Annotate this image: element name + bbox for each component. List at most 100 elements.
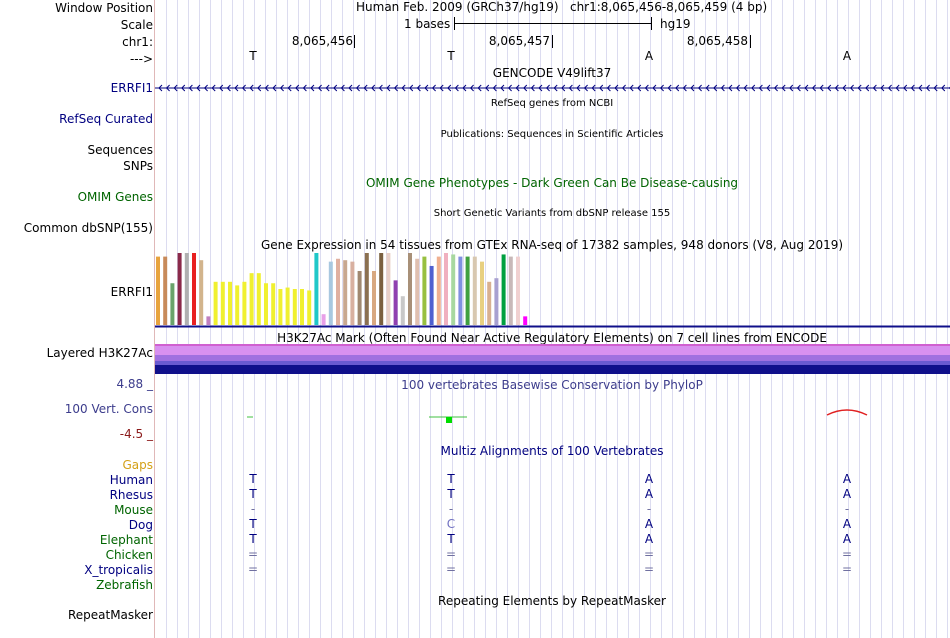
gtex-bar[interactable] bbox=[415, 258, 420, 325]
gtex-bar[interactable] bbox=[170, 283, 175, 325]
gtex-bar[interactable] bbox=[364, 253, 369, 325]
position-readout[interactable]: Human Feb. 2009 (GRCh37/hg19) chr1:8,065… bbox=[356, 0, 767, 14]
alignment-base: - bbox=[448, 502, 454, 516]
gtex-bar[interactable] bbox=[292, 289, 297, 325]
gtex-bar[interactable] bbox=[451, 254, 456, 325]
species-label-elephant[interactable]: Elephant bbox=[99, 533, 153, 547]
gtex-bar[interactable] bbox=[300, 289, 304, 325]
gtex-bar[interactable] bbox=[285, 287, 290, 325]
gtex-bar[interactable] bbox=[386, 253, 391, 325]
gtex-bar[interactable] bbox=[228, 281, 232, 325]
omim-genes-label[interactable]: OMIM Genes bbox=[77, 190, 153, 204]
species-label-mouse[interactable]: Mouse bbox=[114, 503, 153, 517]
gtex-bar[interactable] bbox=[372, 271, 376, 325]
gtex-bar[interactable] bbox=[458, 256, 463, 325]
gtex-bar[interactable] bbox=[487, 281, 492, 325]
h3k27ac-signal[interactable] bbox=[155, 344, 950, 376]
gtex-bar[interactable] bbox=[249, 273, 254, 325]
chrom-label: chr1: bbox=[122, 35, 153, 49]
gtex-bar[interactable] bbox=[444, 253, 448, 325]
gtex-bar[interactable] bbox=[494, 278, 499, 325]
gtex-bar[interactable] bbox=[523, 316, 528, 325]
strand-label: ---> bbox=[129, 52, 153, 66]
gtex-bar[interactable] bbox=[307, 290, 312, 325]
gtex-bar[interactable] bbox=[278, 289, 283, 325]
gtex-bar[interactable] bbox=[256, 273, 261, 325]
snps-label[interactable]: SNPs bbox=[123, 159, 153, 173]
gtex-bar[interactable] bbox=[314, 253, 319, 325]
position-value: chr1:8,065,456-8,065,459 (4 bp) bbox=[569, 0, 768, 14]
gtex-bar[interactable] bbox=[350, 261, 355, 325]
gtex-bar[interactable] bbox=[508, 256, 513, 325]
alignment-base: A bbox=[644, 517, 654, 531]
gtex-bar[interactable] bbox=[328, 261, 333, 325]
gtex-bar[interactable] bbox=[321, 314, 326, 325]
gtex-bar[interactable] bbox=[357, 271, 362, 325]
gtex-bar[interactable] bbox=[199, 260, 204, 325]
gtex-bar[interactable] bbox=[163, 256, 168, 325]
omim-track-title[interactable]: OMIM Gene Phenotypes - Dark Green Can Be… bbox=[365, 176, 739, 190]
dbsnp-track-title[interactable]: Short Genetic Variants from dbSNP releas… bbox=[433, 208, 671, 219]
gtex-bar[interactable] bbox=[393, 280, 398, 325]
gtex-bar-chart[interactable] bbox=[155, 245, 950, 335]
alignment-base: T bbox=[249, 487, 257, 501]
assembly-name: Human Feb. 2009 (GRCh37/hg19) bbox=[356, 0, 559, 14]
publications-track-title[interactable]: Publications: Sequences in Scientific Ar… bbox=[440, 129, 664, 140]
conservation-max-label: 4.88 _ bbox=[116, 377, 153, 391]
refseq-track-title[interactable]: RefSeq genes from NCBI bbox=[490, 98, 614, 109]
gtex-bar[interactable] bbox=[177, 253, 182, 325]
conservation-plot[interactable] bbox=[155, 380, 950, 440]
gtex-bar[interactable] bbox=[242, 281, 247, 325]
tick-mark-1 bbox=[354, 35, 355, 48]
gtex-gene-label[interactable]: ERRFI1 bbox=[110, 285, 153, 299]
gtex-bar[interactable] bbox=[336, 258, 340, 325]
species-label-x_tropicalis[interactable]: X_tropicalis bbox=[84, 563, 153, 577]
gaps-label[interactable]: Gaps bbox=[122, 458, 153, 472]
gtex-bar[interactable] bbox=[472, 256, 477, 325]
gtex-bar[interactable] bbox=[184, 253, 189, 325]
alignment-base: - bbox=[844, 502, 850, 516]
gtex-bar[interactable] bbox=[213, 281, 218, 325]
species-label-human[interactable]: Human bbox=[109, 473, 153, 487]
gtex-bar[interactable] bbox=[192, 253, 196, 325]
gtex-bar[interactable] bbox=[429, 265, 434, 325]
species-label-chicken[interactable]: Chicken bbox=[105, 548, 153, 562]
conservation-track-title[interactable]: 100 vertebrates Basewise Conservation by… bbox=[401, 378, 703, 392]
gtex-bar[interactable] bbox=[156, 256, 160, 325]
gtex-track-title[interactable]: Gene Expression in 54 tissues from GTEx … bbox=[260, 238, 844, 252]
repeatmasker-track-title[interactable]: Repeating Elements by RepeatMasker bbox=[438, 594, 666, 608]
repeatmasker-label[interactable]: RepeatMasker bbox=[67, 608, 153, 622]
gtex-bar[interactable] bbox=[408, 253, 412, 325]
gencode-gene-label[interactable]: ERRFI1 bbox=[110, 81, 153, 95]
gencode-gene-feature[interactable] bbox=[155, 82, 950, 94]
gtex-bar[interactable] bbox=[206, 316, 211, 325]
gtex-bar[interactable] bbox=[422, 256, 427, 325]
gencode-track-title[interactable]: GENCODE V49lift37 bbox=[492, 66, 612, 80]
refseq-curated-label[interactable]: RefSeq Curated bbox=[59, 112, 153, 126]
conservation-label[interactable]: 100 Vert. Cons bbox=[64, 402, 153, 416]
sequences-label[interactable]: Sequences bbox=[87, 143, 153, 157]
base-4: A bbox=[842, 49, 852, 63]
alignment-base: = bbox=[841, 562, 853, 576]
gtex-bar[interactable] bbox=[465, 256, 470, 325]
gtex-bar[interactable] bbox=[343, 260, 348, 325]
gtex-bar[interactable] bbox=[235, 285, 240, 325]
h3k27ac-label[interactable]: Layered H3K27Ac bbox=[46, 346, 153, 360]
species-label-dog[interactable]: Dog bbox=[128, 518, 153, 532]
multiz-track-title[interactable]: Multiz Alignments of 100 Vertebrates bbox=[440, 444, 664, 458]
gtex-bar[interactable] bbox=[264, 283, 268, 325]
gtex-bar[interactable] bbox=[220, 281, 225, 325]
gtex-bar[interactable] bbox=[480, 261, 484, 325]
alignment-base: = bbox=[643, 547, 655, 561]
gtex-bar[interactable] bbox=[501, 254, 506, 325]
gtex-bar[interactable] bbox=[400, 296, 405, 325]
dbsnp-label[interactable]: Common dbSNP(155) bbox=[23, 221, 153, 235]
label-separator bbox=[154, 0, 155, 638]
species-label-zebrafish[interactable]: Zebrafish bbox=[96, 578, 153, 592]
gtex-bar[interactable] bbox=[379, 253, 384, 325]
h3k27ac-track-title[interactable]: H3K27Ac Mark (Often Found Near Active Re… bbox=[277, 331, 827, 345]
species-label-rhesus[interactable]: Rhesus bbox=[109, 488, 153, 502]
gtex-bar[interactable] bbox=[436, 256, 441, 325]
gtex-bar[interactable] bbox=[271, 283, 276, 325]
gtex-bar[interactable] bbox=[516, 256, 520, 325]
